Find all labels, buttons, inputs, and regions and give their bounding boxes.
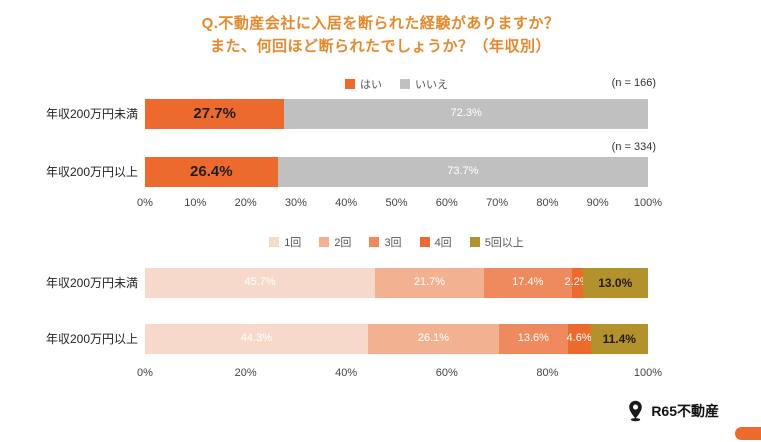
bar-segment-はい: 27.7% — [145, 98, 285, 129]
axis-tick: 30% — [284, 196, 307, 209]
bar-segment-いいえ: 73.7% — [277, 156, 648, 187]
category-label: 年収200万円未満 — [45, 276, 138, 290]
legend-swatch-はい — [345, 78, 355, 89]
bar-row: 年収200万円以上 26.4% 73.7% — [0, 156, 761, 187]
axis-tick: 0% — [137, 366, 153, 379]
value-label: 21.7% — [413, 276, 446, 288]
axis-tick: 100% — [633, 366, 663, 379]
axis-tick: 50% — [385, 196, 408, 209]
legend-row: 1回 2回 3回 4回 5回以上 — [145, 233, 648, 251]
value-label: 11.4% — [602, 331, 636, 346]
bar-segment-4回: 4.6% — [566, 323, 592, 354]
legend-swatch-3回 — [369, 236, 380, 247]
legend: 1回 2回 3回 4回 5回以上 — [269, 234, 524, 250]
bar-segment-いいえ: 72.3% — [284, 98, 648, 129]
axis-tick: 90% — [586, 196, 609, 209]
legend-swatch-4回 — [419, 236, 430, 247]
bar-segment-2回: 26.1% — [367, 323, 500, 354]
category-label: 年収200万円以上 — [45, 332, 138, 346]
legend-label: 2回 — [334, 236, 352, 249]
bar-track: 26.4% 73.7% — [145, 156, 648, 187]
value-label: 72.3% — [450, 107, 482, 119]
axis-tick: 80% — [536, 196, 559, 209]
bar-track: 44.3% 26.1% 13.6% 4.6% 11.4% — [145, 323, 648, 354]
bar-segment-3回: 13.6% — [499, 323, 568, 354]
bar-segment-2回: 21.7% — [374, 267, 484, 298]
x-axis: 0% 10% 20% 30% 40% 50% 60% 70% 80% 90% 100% — [137, 196, 662, 213]
bar-row: 年収200万円以上 44.3% 26.1% 13.6% 4.6% 11.4% — [0, 323, 761, 354]
legend-item: 1回 — [269, 234, 301, 250]
bar-segment-5回以上: 13.0% — [582, 267, 648, 298]
bar-segment-5回以上: 11.4% — [590, 323, 648, 354]
legend: はい いいえ — [345, 76, 448, 92]
title-line-1: Q.不動産会社に入居を断られた経験がありますか？ — [201, 15, 560, 32]
legend-item: 2回 — [319, 234, 351, 250]
legend-item: 3回 — [369, 234, 402, 250]
location-pin-icon — [629, 400, 643, 422]
legend-item: 5回以上 — [469, 234, 524, 250]
value-label: 13.0% — [598, 275, 633, 290]
axis-tick: 100% — [633, 196, 663, 209]
legend-label: 1回 — [284, 236, 302, 249]
value-label: 45.7% — [244, 276, 276, 288]
brand-logo: R65不動産 — [626, 400, 719, 422]
axis-tick: 60% — [435, 196, 458, 209]
corner-accent — [735, 427, 761, 440]
value-label: 26.4% — [190, 163, 233, 180]
yes-no-stacked-bar-chart: はい いいえ (n = 166) 年収200万円未満 27.7% 72.3% (n = 33… — [0, 75, 761, 213]
annotation-row: (n = 334) — [145, 137, 656, 153]
axis-tick: 80% — [536, 366, 559, 379]
axis-tick: 20% — [234, 366, 257, 379]
category-label: 年収200万円未満 — [45, 107, 138, 121]
brand-name: R65不動産 — [651, 403, 719, 419]
bar-segment-はい: 26.4% — [145, 156, 278, 187]
bar-segment-4回: 2.2% — [565, 267, 590, 298]
legend-label: 5回以上 — [484, 236, 524, 249]
bar-segment-1回: 44.3% — [145, 323, 368, 354]
title-line-2: また、何回ほど断られたでしょうか？（年収別） — [209, 38, 551, 56]
value-label: 2.2% — [564, 276, 590, 288]
legend-swatch-いいえ — [400, 78, 410, 89]
bar-track: 45.7% 21.7% 17.4% 2.2% 13.0% — [145, 267, 648, 298]
value-label: 27.7% — [193, 105, 236, 122]
chart-title: Q.不動産会社に入居を断られた経験がありますか？ また、何回ほど断られたでしょう… — [0, 0, 761, 59]
value-label: 17.4% — [512, 276, 544, 288]
legend-swatch-2回 — [319, 236, 330, 247]
axis-tick: 0% — [137, 196, 153, 209]
legend-swatch-5回以上 — [469, 236, 480, 247]
legend-item: いいえ — [400, 76, 448, 92]
axis-tick: 20% — [234, 196, 257, 209]
axis-tick: 40% — [335, 196, 358, 209]
axis-tick: 10% — [184, 196, 207, 209]
value-label: 13.6% — [517, 332, 549, 344]
axis-tick: 70% — [486, 196, 509, 209]
legend-row: はい いいえ (n = 166) — [145, 75, 656, 93]
value-label: 73.7% — [447, 165, 479, 177]
legend-item: はい — [345, 76, 382, 92]
value-label: 44.3% — [240, 332, 273, 344]
legend-swatch-1回 — [269, 236, 280, 247]
times-refused-stacked-bar-chart: 1回 2回 3回 4回 5回以上年収200万円未満 45.7% 21.7% 17.4% 2.2%… — [0, 233, 761, 383]
legend-label: 3回 — [384, 236, 402, 249]
axis-tick: 60% — [435, 366, 458, 379]
legend-label: いいえ — [415, 78, 448, 91]
bar-track: 27.7% 72.3% — [145, 98, 648, 129]
bar-row: 年収200万円未満 27.7% 72.3% — [0, 98, 761, 129]
sample-size-label: (n = 334) — [611, 140, 656, 153]
bar-segment-1回: 45.7% — [145, 267, 375, 298]
bar-segment-3回: 17.4% — [484, 267, 572, 298]
sample-size-label: (n = 166) — [611, 76, 656, 89]
axis-tick: 40% — [335, 366, 358, 379]
value-label: 26.1% — [417, 332, 450, 344]
category-label: 年収200万円以上 — [45, 165, 138, 179]
value-label: 4.6% — [566, 332, 592, 344]
legend-label: 4回 — [434, 236, 452, 249]
legend-item: 4回 — [419, 234, 452, 250]
x-axis: 0% 20% 40% 60% 80% 100% — [137, 366, 662, 383]
legend-label: はい — [360, 78, 382, 91]
bar-row: 年収200万円未満 45.7% 21.7% 17.4% 2.2% 13.0% — [0, 267, 761, 298]
